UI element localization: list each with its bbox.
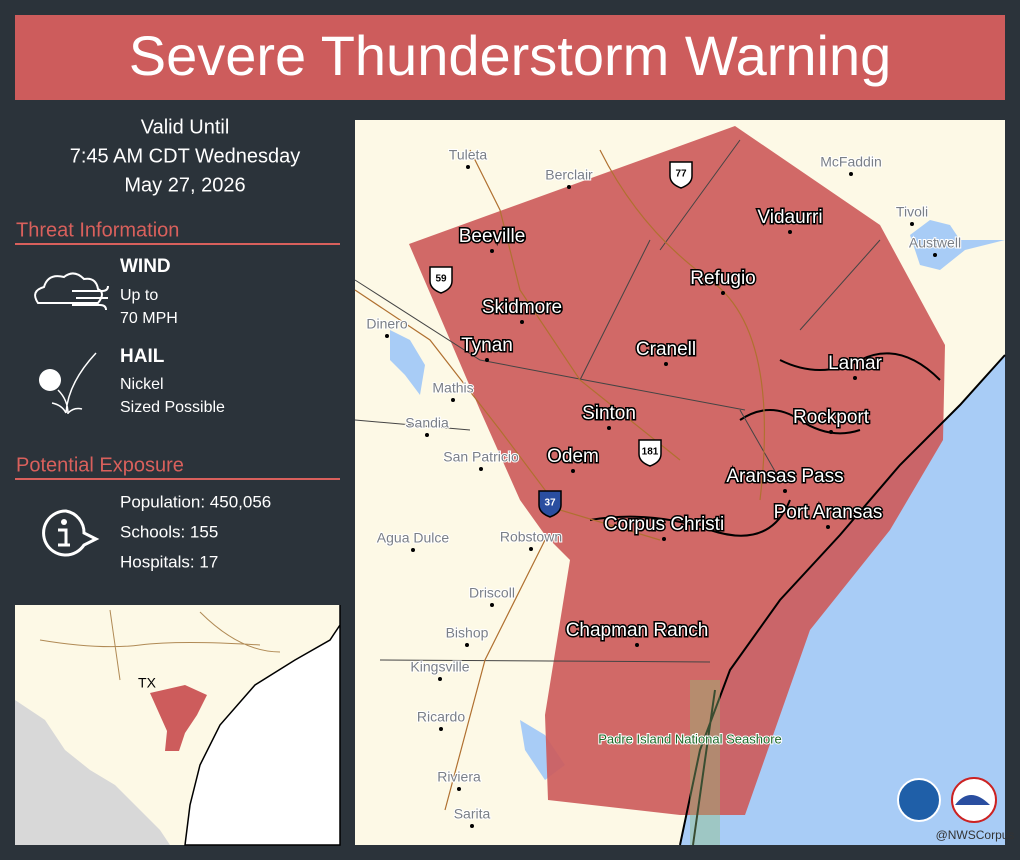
place-dot: [635, 643, 639, 647]
major-place: Corpus Christi: [604, 514, 724, 535]
title: Severe Thunderstorm Warning: [129, 24, 892, 87]
place-dot: [411, 548, 415, 552]
minor-place: Dinero: [366, 316, 407, 332]
threat-detail: Nickel: [120, 376, 164, 393]
section-heading: Threat Information: [16, 219, 179, 241]
place-dot: [439, 727, 443, 731]
place-dot: [425, 433, 429, 437]
minor-place: Kingsville: [410, 659, 469, 675]
place-dot: [490, 603, 494, 607]
place-dot: [465, 643, 469, 647]
section-heading: Potential Exposure: [16, 454, 184, 476]
map: [354, 120, 1006, 846]
minor-place: San Patricio: [443, 449, 519, 465]
wind-icon: [34, 272, 109, 311]
threat-label: HAIL: [120, 346, 165, 367]
place-dot: [470, 824, 474, 828]
threat-detail: 70 MPH: [120, 310, 178, 327]
minor-place: Sarita: [454, 806, 491, 822]
header-banner: [15, 15, 1005, 100]
place-dot: [479, 467, 483, 471]
valid-line: Valid Until: [141, 116, 230, 138]
credit: @NWSCorpus: [936, 828, 1015, 842]
place-dot: [849, 172, 853, 176]
place-dot: [662, 537, 666, 541]
minor-place: Driscoll: [469, 585, 515, 601]
place-dot: [520, 320, 524, 324]
place-dot: [385, 334, 389, 338]
place-dot: [826, 525, 830, 529]
place-dot: [529, 547, 533, 551]
major-place: Lamar: [828, 353, 883, 374]
warning-polygon: [409, 126, 945, 815]
route-number: 59: [435, 274, 447, 285]
major-place: Refugio: [690, 268, 756, 289]
minor-place: Mathis: [432, 380, 473, 396]
place-dot: [910, 222, 914, 226]
minor-place: Ricardo: [417, 709, 465, 725]
minor-place: McFaddin: [820, 154, 881, 170]
place-dot: [853, 376, 857, 380]
minor-place: Robstown: [500, 529, 562, 545]
place-dot: [571, 469, 575, 473]
place-dot: [721, 291, 725, 295]
place-dot: [829, 430, 833, 434]
valid-line: 7:45 AM CDT Wednesday: [70, 145, 301, 167]
place-dot: [783, 489, 787, 493]
major-place: Tynan: [461, 335, 513, 356]
major-place: Sinton: [582, 403, 636, 424]
major-place: Vidaurri: [757, 207, 822, 228]
hail-icon: [39, 352, 97, 415]
place-dot: [664, 362, 668, 366]
exposure-line: Schools: 155: [120, 522, 218, 541]
major-place: Skidmore: [482, 297, 562, 318]
place-dot: [567, 185, 571, 189]
place-dot: [457, 787, 461, 791]
place-dot: [438, 677, 442, 681]
route-number: 77: [675, 169, 687, 180]
route-shield: [429, 266, 453, 294]
minor-place: Bishop: [446, 625, 489, 641]
major-place: Port Aransas: [774, 502, 883, 523]
minor-place: Sandia: [405, 415, 449, 431]
minor-place: Berclair: [545, 167, 593, 183]
place-dot: [607, 426, 611, 430]
agency-logos: [897, 777, 997, 823]
minor-place: Tuleta: [449, 147, 488, 163]
place-dot: [485, 358, 489, 362]
exposure-line: Population: 450,056: [120, 492, 271, 511]
major-place: Beeville: [459, 226, 526, 247]
place-dot: [451, 398, 455, 402]
minor-place: Riviera: [437, 769, 481, 785]
route-number: 37: [544, 498, 556, 509]
major-place: Cranell: [636, 339, 696, 360]
exposure-line: Hospitals: 17: [120, 552, 218, 571]
minor-place: Austwell: [909, 235, 961, 251]
place-dot: [788, 230, 792, 234]
threat-detail: Up to: [120, 287, 158, 304]
info-icon: [42, 509, 100, 557]
minor-place: Agua Dulce: [377, 530, 450, 546]
route-number: 181: [642, 447, 659, 458]
inset-label: TX: [138, 675, 157, 691]
route-shield: [669, 161, 693, 189]
major-place: Chapman Ranch: [566, 620, 709, 641]
threat-detail: Sized Possible: [120, 399, 225, 416]
place-dot: [933, 253, 937, 257]
route-shield: [538, 490, 562, 518]
park-label: Padre Island National Seashore: [598, 731, 782, 746]
valid-line: May 27, 2026: [124, 174, 245, 196]
major-place: Rockport: [793, 407, 870, 428]
major-place: Aransas Pass: [726, 466, 843, 487]
threat-label: WIND: [120, 256, 171, 277]
inset-map: TX: [15, 605, 341, 846]
minor-place: Tivoli: [896, 204, 928, 220]
place-dot: [466, 165, 470, 169]
route-shield: [638, 439, 662, 467]
major-place: Odem: [547, 446, 599, 467]
place-dot: [490, 249, 494, 253]
